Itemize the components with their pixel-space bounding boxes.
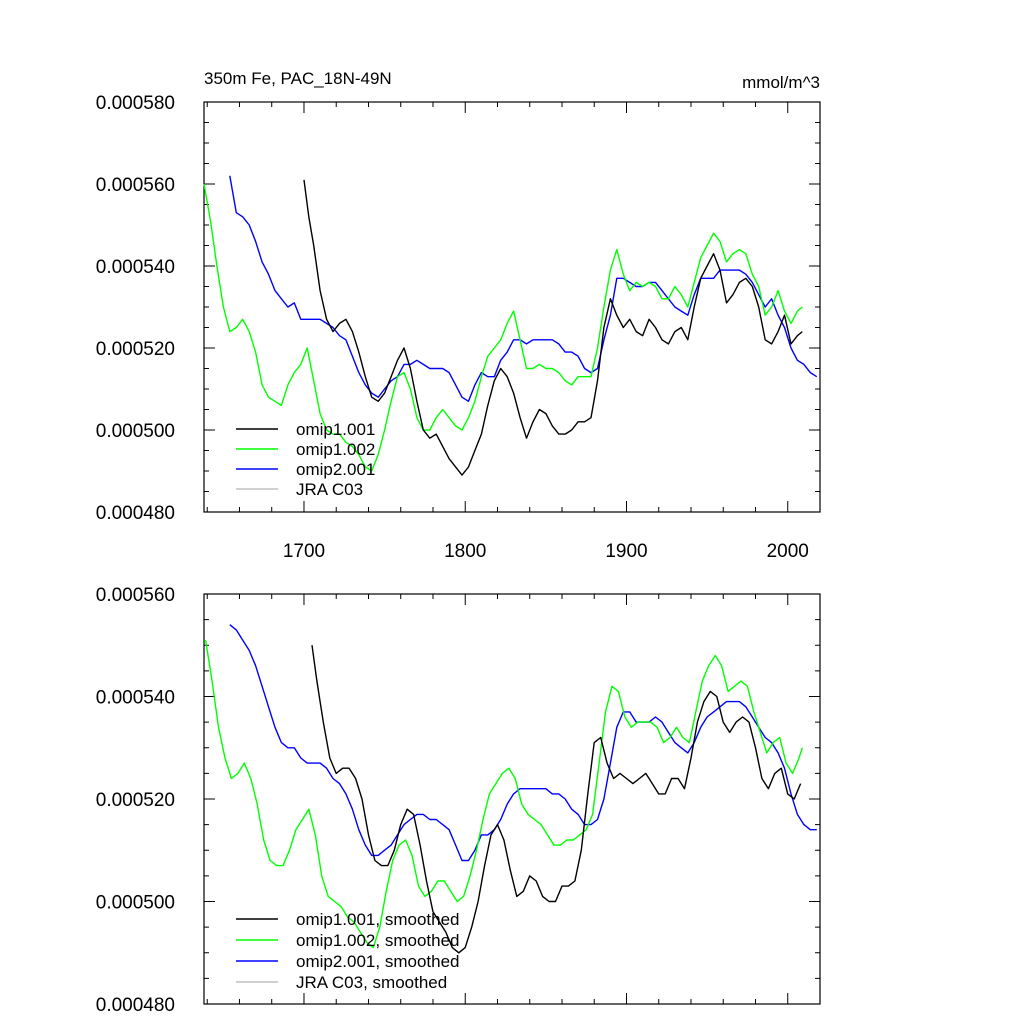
y-tick-label: 0.000540 xyxy=(96,688,175,709)
y-tick-label: 0.000560 xyxy=(96,175,175,196)
y-tick-label: 0.000580 xyxy=(96,93,175,114)
chart-title: 350m Fe, PAC_18N-49N xyxy=(204,69,392,88)
series-line-omip1-001 xyxy=(303,179,803,476)
series-line-omip1-001-smoothed xyxy=(311,645,802,954)
y-tick-label: 0.000480 xyxy=(96,503,175,524)
y-tick-label: 0.000540 xyxy=(96,257,175,278)
y-tick-label: 0.000560 xyxy=(96,585,175,606)
legend-label: omip2.001, smoothed xyxy=(296,952,460,971)
series-line-omip2-001 xyxy=(229,175,818,402)
series-line-omip2-001-smoothed xyxy=(229,624,817,862)
x-tick-label: 1900 xyxy=(605,541,647,562)
legend-label: omip2.001 xyxy=(296,460,375,479)
y-tick-label: 0.000520 xyxy=(96,790,175,811)
legend-label: omip1.001, smoothed xyxy=(296,910,460,929)
panel-bottom: 0.000480 0.000500 0.000520 0.000540 0.000560… xyxy=(96,585,821,1016)
legend-label: omip1.002 xyxy=(296,440,375,459)
units-label: mmol/m^3 xyxy=(742,73,820,92)
panel-top: 0.000480 0.000500 0.000520 0.000540 0.000560… xyxy=(96,93,821,562)
y-tick-label: 0.000520 xyxy=(96,339,175,360)
series-line-omip1-002-smoothed xyxy=(204,639,803,949)
legend-label: omip1.002, smoothed xyxy=(296,931,460,950)
legend-label: omip1.001 xyxy=(296,420,375,439)
y-tick-label: 0.000480 xyxy=(96,995,175,1016)
x-tick-label: 1700 xyxy=(283,541,325,562)
legend-label: JRA C03 xyxy=(296,480,363,499)
series-line-omip1-002 xyxy=(203,183,803,472)
legend-label: JRA C03, smoothed xyxy=(296,973,447,992)
x-tick-label: 2000 xyxy=(767,541,809,562)
y-tick-label: 0.000500 xyxy=(96,421,175,442)
y-tick-label: 0.000500 xyxy=(96,893,175,914)
x-tick-label: 1800 xyxy=(444,541,486,562)
